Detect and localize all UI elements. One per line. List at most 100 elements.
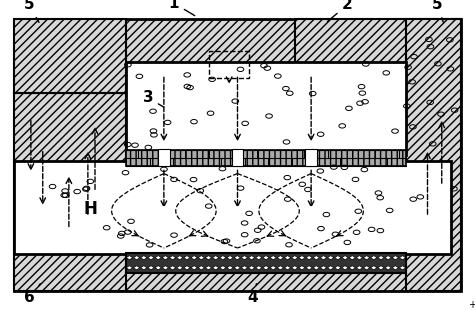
Bar [14,93,126,291]
Polygon shape [148,255,154,260]
Bar [14,19,461,291]
Polygon shape [277,255,284,260]
Polygon shape [170,266,176,270]
Polygon shape [292,255,298,260]
Bar [232,149,243,166]
Bar [158,149,170,166]
Polygon shape [141,255,147,260]
Polygon shape [234,255,240,260]
Polygon shape [335,255,341,260]
Polygon shape [385,255,391,260]
Polygon shape [177,266,183,270]
Polygon shape [198,255,205,260]
Polygon shape [248,266,255,270]
Polygon shape [191,255,197,260]
Polygon shape [277,266,284,270]
Polygon shape [349,255,355,260]
Text: +: + [468,300,475,310]
Text: H: H [83,200,97,218]
Polygon shape [170,255,176,260]
Polygon shape [212,255,219,260]
Polygon shape [263,266,269,270]
Polygon shape [155,255,162,260]
Polygon shape [327,266,334,270]
Polygon shape [263,255,269,260]
Polygon shape [126,255,133,260]
Polygon shape [141,266,147,270]
Polygon shape [219,255,226,260]
Polygon shape [234,266,240,270]
Bar [126,62,406,155]
Polygon shape [270,266,276,270]
Polygon shape [399,266,406,270]
Polygon shape [126,266,133,270]
Polygon shape [306,255,313,260]
Polygon shape [205,266,212,270]
Bar [126,150,406,166]
Bar [294,19,461,93]
Polygon shape [363,266,370,270]
Polygon shape [378,255,384,260]
Text: 2: 2 [327,0,353,21]
Text: 5: 5 [432,0,443,22]
Polygon shape [342,266,348,270]
Polygon shape [162,266,169,270]
Polygon shape [198,266,205,270]
Polygon shape [184,266,190,270]
Polygon shape [342,255,348,260]
Bar [14,19,126,93]
Polygon shape [313,266,320,270]
Polygon shape [349,266,355,270]
Polygon shape [227,255,233,260]
Text: 1: 1 [169,0,195,16]
Polygon shape [327,255,334,260]
Text: 5: 5 [24,0,39,22]
Polygon shape [320,266,327,270]
Polygon shape [313,255,320,260]
Polygon shape [133,266,140,270]
Polygon shape [256,255,262,260]
Polygon shape [356,266,362,270]
Polygon shape [241,266,247,270]
Polygon shape [205,255,212,260]
Bar [209,51,249,78]
Text: 4: 4 [247,284,257,305]
Polygon shape [162,255,169,260]
Polygon shape [256,266,262,270]
Polygon shape [299,255,305,260]
Polygon shape [133,255,140,260]
Polygon shape [385,266,391,270]
Polygon shape [177,255,183,260]
Polygon shape [370,255,377,260]
Polygon shape [320,255,327,260]
Bar [14,161,451,254]
Polygon shape [191,266,197,270]
Polygon shape [299,266,305,270]
Polygon shape [399,255,406,260]
Polygon shape [363,255,370,260]
Polygon shape [335,266,341,270]
Polygon shape [370,266,377,270]
Text: 3: 3 [142,90,164,107]
Polygon shape [285,266,291,270]
Polygon shape [219,266,226,270]
Polygon shape [392,255,399,260]
Bar [126,253,406,273]
Polygon shape [248,255,255,260]
Polygon shape [148,266,154,270]
Polygon shape [184,255,190,260]
Polygon shape [270,255,276,260]
Polygon shape [378,266,384,270]
Polygon shape [356,255,362,260]
Polygon shape [306,266,313,270]
Polygon shape [155,266,162,270]
Polygon shape [292,266,298,270]
Bar [305,149,317,166]
Polygon shape [285,255,291,260]
Bar [406,19,461,291]
Polygon shape [392,266,399,270]
Polygon shape [212,266,219,270]
Polygon shape [241,255,247,260]
Polygon shape [227,266,233,270]
Text: 6: 6 [24,284,40,305]
